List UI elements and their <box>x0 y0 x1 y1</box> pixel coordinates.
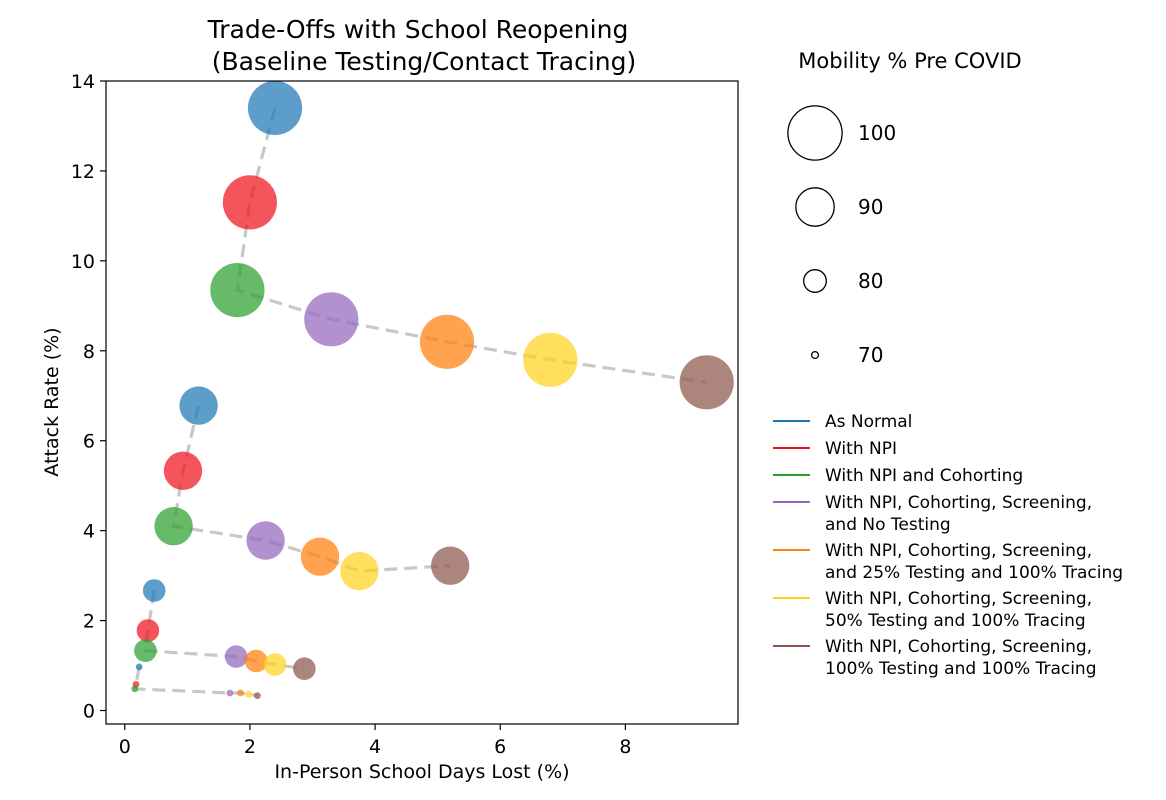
size-legend-title: Mobility % Pre COVID <box>798 49 1021 73</box>
legend-label: As Normal <box>825 412 912 432</box>
legend-label: With NPI, Cohorting, Screening, and No Te… <box>825 493 1092 535</box>
data-point <box>135 663 143 671</box>
legend-label: With NPI <box>825 439 897 459</box>
data-point <box>523 332 578 387</box>
size-legend-marker <box>803 269 827 293</box>
y-tick-label: 2 <box>83 611 95 633</box>
data-point <box>246 521 285 560</box>
data-point <box>131 685 139 693</box>
data-point <box>210 263 265 318</box>
size-legend-marker <box>795 187 835 227</box>
y-tick-label: 6 <box>83 431 95 453</box>
size-legend-label: 70 <box>858 343 883 367</box>
y-tick-label: 8 <box>83 341 95 363</box>
data-point <box>142 579 166 602</box>
data-point <box>247 80 303 136</box>
size-legend-marker <box>810 350 820 360</box>
axes: 0 2 4 6 8 0 2 4 6 8 10 12 14 <box>71 71 632 758</box>
x-tick-label: 2 <box>244 736 256 758</box>
size-legend: 100 90 80 70 <box>787 105 896 367</box>
data-point <box>263 653 287 676</box>
plot-frame <box>105 80 739 725</box>
y-tick-label: 0 <box>83 701 95 723</box>
data-point <box>237 689 244 697</box>
data-point <box>431 546 470 585</box>
data-point <box>419 314 475 369</box>
size-legend-label: 90 <box>858 195 883 219</box>
y-axis-label: Attack Rate (%) <box>41 327 63 476</box>
y-tick-label: 4 <box>83 521 95 543</box>
data-point <box>224 645 248 668</box>
data-point <box>244 649 268 673</box>
data-point <box>163 451 203 490</box>
size-legend-label: 100 <box>858 121 896 145</box>
data-point <box>300 537 340 576</box>
data-point <box>222 175 277 230</box>
data-point <box>134 639 157 662</box>
data-point <box>304 292 359 347</box>
size-legend-marker <box>787 105 843 161</box>
size-legend-label: 80 <box>858 269 883 293</box>
chart-title-line1: Trade-Offs with School Reopening <box>207 15 629 44</box>
x-tick-label: 0 <box>119 736 131 758</box>
legend-label: With NPI, Cohorting, Screening, 50% Testi… <box>825 589 1092 631</box>
plot-area <box>131 80 734 700</box>
data-point <box>154 507 193 546</box>
x-tick-label: 8 <box>619 736 631 758</box>
data-point <box>254 692 261 700</box>
legend-label: With NPI, Cohorting, Screening, and 25% T… <box>825 541 1123 583</box>
y-tick-label: 12 <box>71 161 95 183</box>
series-legend: As Normal With NPI With NPI and Cohorting W… <box>773 412 1123 679</box>
x-tick-label: 6 <box>494 736 506 758</box>
y-tick-label: 14 <box>71 71 95 93</box>
legend-label: With NPI, Cohorting, Screening, 100% Test… <box>825 637 1097 679</box>
legend-label: With NPI and Cohorting <box>825 466 1023 486</box>
data-point <box>340 551 379 591</box>
x-tick-label: 4 <box>369 736 381 758</box>
data-point <box>226 689 234 697</box>
data-point <box>179 386 218 425</box>
chart-title-line2: (Baseline Testing/Contact Tracing) <box>212 47 637 76</box>
data-point <box>293 657 316 680</box>
data-point <box>679 355 734 410</box>
x-axis-label: In-Person School Days Lost (%) <box>274 761 569 783</box>
data-point <box>245 690 253 698</box>
y-tick-label: 10 <box>71 251 95 273</box>
data-point <box>136 619 160 642</box>
